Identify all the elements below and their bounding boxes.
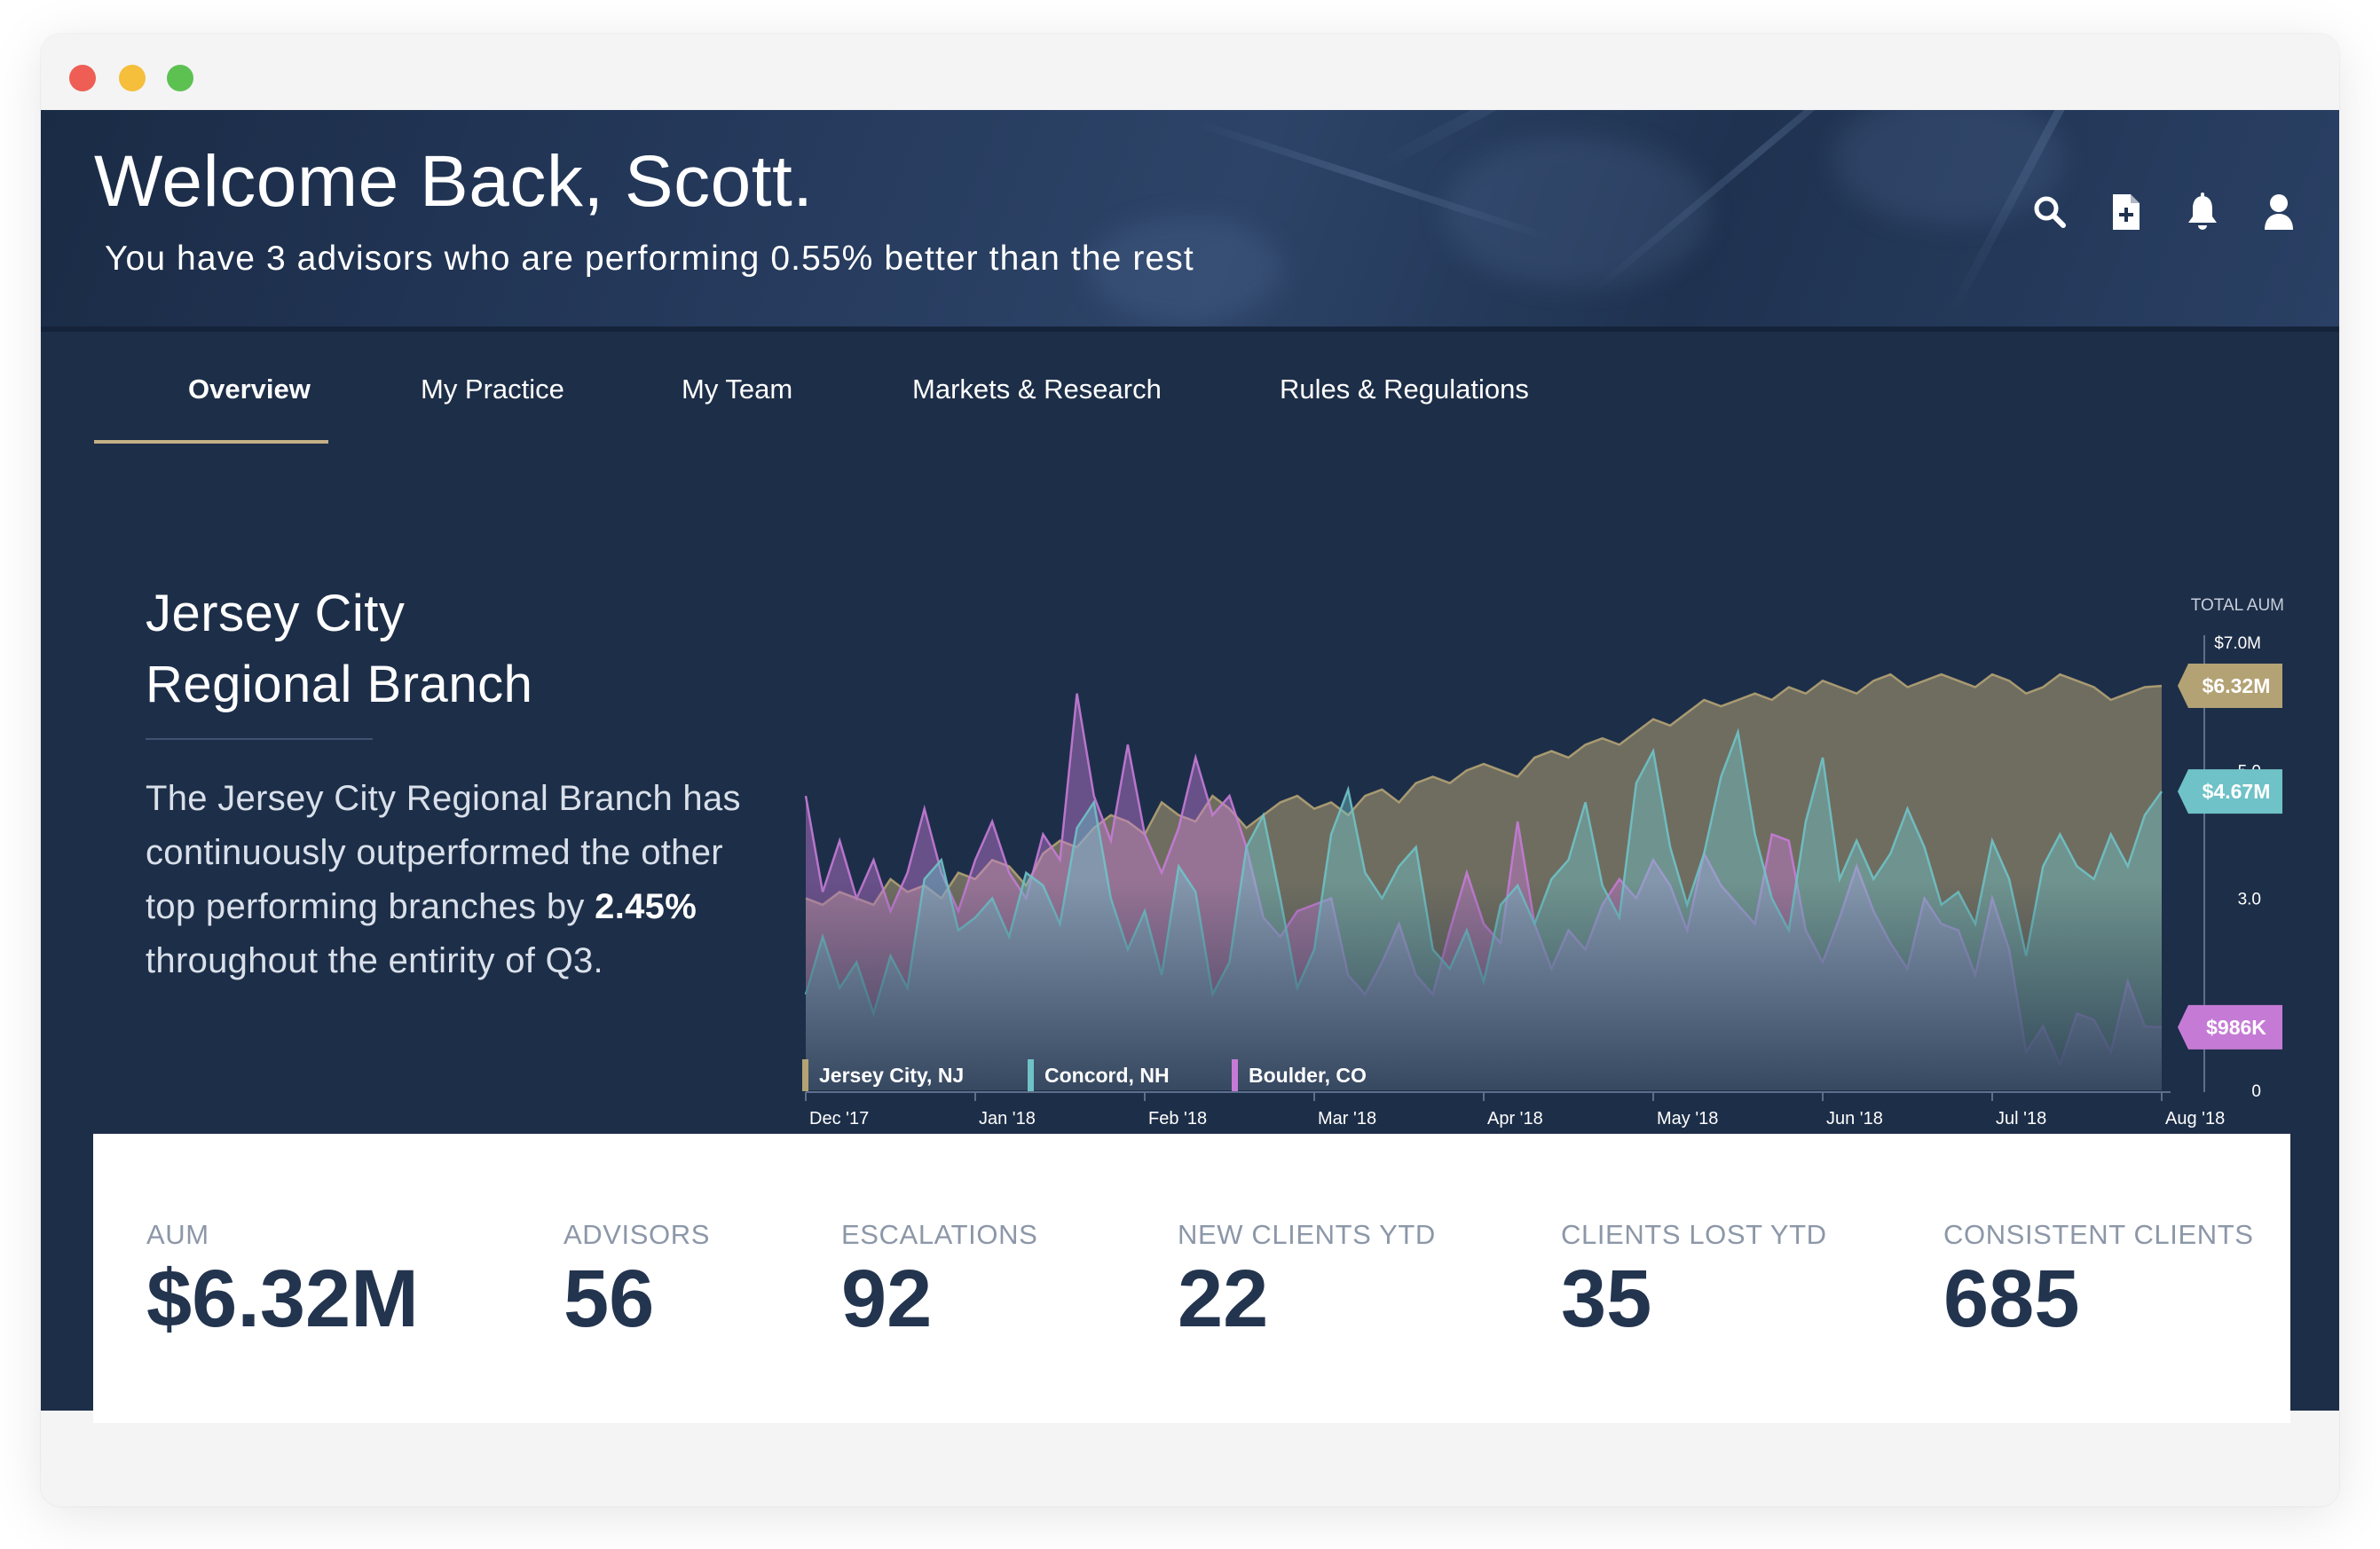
stat-label: ADVISORS	[563, 1219, 711, 1250]
maximize-window-button[interactable]	[167, 65, 193, 91]
branch-desc-highlight: 2.45%	[595, 887, 697, 926]
stats-panel: AUM $6.32M ADVISORS 56 ESCALATIONS 92 NE…	[93, 1134, 2290, 1423]
close-window-button[interactable]	[69, 65, 96, 91]
stat-label: CONSISTENT CLIENTS	[1943, 1219, 2254, 1250]
x-tick-label: Dec '17	[809, 1109, 869, 1128]
x-tick-label: Jun '18	[1826, 1109, 1883, 1128]
y-axis-title: TOTAL AUM	[2191, 596, 2284, 615]
legend-label: Jersey City, NJ	[819, 1063, 965, 1087]
svg-text:$6.32M: $6.32M	[2203, 674, 2271, 697]
branch-desc-text-end: throughout the entirity of Q3.	[146, 941, 603, 980]
search-icon[interactable]	[2032, 192, 2068, 232]
branch-desc-text: The Jersey City Regional Branch has cont…	[146, 779, 741, 926]
branch-title: Jersey City Regional Branch	[146, 578, 532, 720]
stat-label: CLIENTS LOST YTD	[1561, 1219, 1827, 1250]
user-icon[interactable]	[2261, 192, 2297, 232]
aum-area-chart: Dec '17 Jan '18 Feb '18 Mar '18 Apr '18 May '…	[804, 596, 2284, 1128]
legend-swatch	[802, 1059, 808, 1091]
add-document-icon[interactable]	[2108, 192, 2144, 232]
minimize-window-button[interactable]	[119, 65, 146, 91]
end-value-flag-0[interactable]: $6.32M	[2178, 664, 2282, 709]
branch-description: The Jersey City Regional Branch has cont…	[146, 772, 758, 988]
stat-label: NEW CLIENTS YTD	[1178, 1219, 1436, 1250]
end-value-flag-2[interactable]: $986K	[2178, 1004, 2282, 1050]
stat-value: 92	[841, 1254, 933, 1344]
stat-label: AUM	[146, 1219, 209, 1250]
svg-text:$986K: $986K	[2206, 1016, 2266, 1039]
legend-swatch	[1232, 1059, 1238, 1091]
x-tick-label: Apr '18	[1487, 1109, 1543, 1128]
stat-value: 56	[563, 1254, 655, 1344]
welcome-title: Welcome Back, Scott.	[94, 141, 814, 222]
branch-title-line2: Regional Branch	[146, 656, 533, 713]
tab-rules-regulations[interactable]: Rules & Regulations	[1280, 373, 1529, 405]
header-actions	[2032, 192, 2297, 232]
svg-text:$4.67M: $4.67M	[2203, 780, 2271, 803]
legend-label: Concord, NH	[1044, 1063, 1170, 1087]
tab-markets-research[interactable]: Markets & Research	[912, 373, 1162, 405]
y-tick-label: 0	[2251, 1082, 2261, 1101]
chart-fade-overlay	[806, 625, 2162, 1090]
x-tick-label: May '18	[1657, 1109, 1718, 1128]
end-value-flag-1[interactable]: $4.67M	[2178, 769, 2282, 814]
bell-icon[interactable]	[2185, 192, 2220, 232]
legend-item-jersey-city[interactable]: Jersey City, NJ	[802, 1059, 964, 1091]
hero-header: Welcome Back, Scott. You have 3 advisors…	[41, 110, 2339, 332]
branch-divider	[146, 738, 373, 740]
x-tick-label: Jul '18	[1996, 1109, 2046, 1128]
y-tick-label: 3.0	[2238, 891, 2261, 909]
stat-value: 685	[1943, 1254, 2080, 1344]
x-tick-label: Aug '18	[2165, 1109, 2225, 1128]
stat-label: ESCALATIONS	[841, 1219, 1038, 1250]
stat-value: 22	[1178, 1254, 1269, 1344]
legend-swatch	[1028, 1059, 1034, 1091]
active-tab-indicator	[94, 440, 328, 444]
tab-overview[interactable]: Overview	[188, 373, 311, 405]
legend-item-boulder[interactable]: Boulder, CO	[1232, 1059, 1367, 1091]
tab-my-practice[interactable]: My Practice	[421, 373, 564, 405]
branch-title-line1: Jersey City	[146, 585, 406, 642]
x-tick-label: Mar '18	[1318, 1109, 1376, 1128]
legend-item-concord[interactable]: Concord, NH	[1028, 1059, 1170, 1091]
welcome-subtitle: You have 3 advisors who are performing 0…	[105, 240, 1194, 278]
app-window: Welcome Back, Scott. You have 3 advisors…	[41, 34, 2339, 1506]
y-tick-label: $7.0M	[2214, 634, 2261, 653]
stat-value: $6.32M	[146, 1254, 419, 1344]
x-tick-label: Feb '18	[1148, 1109, 1207, 1128]
tab-my-team[interactable]: My Team	[682, 373, 793, 405]
window-titlebar	[41, 34, 2339, 110]
legend-label: Boulder, CO	[1249, 1063, 1367, 1087]
x-tick-label: Jan '18	[979, 1109, 1036, 1128]
stat-value: 35	[1561, 1254, 1652, 1344]
